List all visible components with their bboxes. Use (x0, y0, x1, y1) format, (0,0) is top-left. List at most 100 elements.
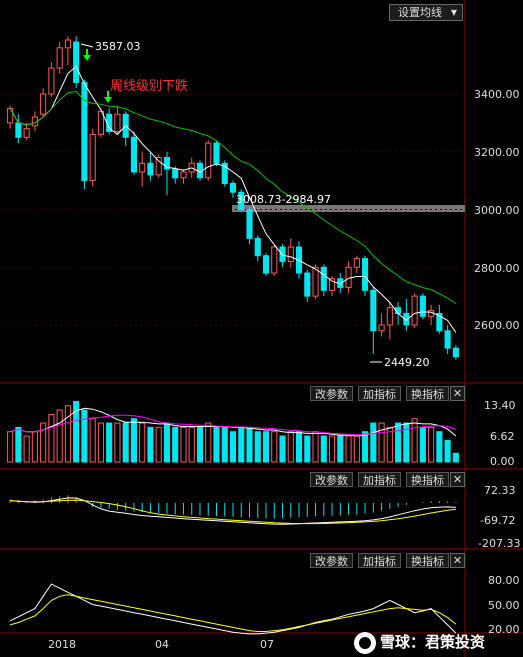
candle-body (213, 142, 220, 164)
volume-bar (386, 426, 393, 463)
candle-body (56, 47, 63, 69)
volume-bar (370, 422, 377, 463)
candle-body (139, 162, 146, 173)
volume-bar (31, 431, 38, 463)
candle-body (81, 81, 88, 182)
candle-body (419, 295, 426, 317)
add-indicator-button[interactable]: 加指标 (358, 553, 401, 568)
volume-bar (122, 422, 129, 463)
volume-bar (262, 431, 270, 463)
kdj-tick: 20.00 (488, 623, 520, 636)
volume-bar (320, 435, 327, 463)
candle-body (271, 246, 278, 274)
volume-bar (114, 422, 121, 463)
volume-bar (436, 431, 443, 463)
volume-bar (287, 431, 294, 463)
price-tick: 2800.00 (474, 262, 520, 275)
candle-body (114, 113, 121, 133)
kdj-k-line (9, 583, 457, 635)
volume-bar (428, 426, 435, 463)
kdj-pane (9, 583, 457, 635)
volume-bar (172, 426, 179, 463)
candle-body (254, 237, 261, 257)
volume-bar (147, 426, 154, 463)
candles (7, 36, 459, 360)
candle-body (221, 162, 228, 185)
candle-body (312, 266, 319, 297)
macd-pane (9, 495, 457, 525)
price-tick: 2600.00 (474, 319, 520, 332)
candle-body (386, 307, 393, 326)
volume-bar (48, 413, 55, 463)
switch-indicator-button[interactable]: 换指标 (406, 553, 449, 568)
volume-bar (196, 426, 204, 463)
volume-bar (295, 431, 303, 463)
candle-body (320, 266, 327, 291)
candle-body (163, 157, 171, 170)
close-icon[interactable]: ✕ (450, 472, 465, 487)
volume-bar (139, 422, 146, 463)
candle-body (15, 122, 22, 138)
x-tick: 2018 (48, 638, 76, 651)
volume-bar (221, 426, 228, 463)
volume-bar (155, 426, 162, 463)
params-button[interactable]: 改参数 (310, 386, 353, 401)
ma20-line (9, 90, 457, 304)
params-button[interactable]: 改参数 (310, 553, 353, 568)
volume-tick: 0.00 (490, 455, 515, 468)
candle-body (40, 93, 47, 115)
set-ma-button[interactable]: 设置均线 ▼ (389, 4, 463, 21)
volume-bar (229, 431, 237, 463)
candle-body (180, 171, 187, 179)
volume-bar (312, 431, 319, 463)
down-arrow-icon (104, 91, 112, 103)
volume-bar (23, 435, 30, 463)
candle-body (370, 289, 377, 332)
volume-bar (163, 422, 171, 463)
volume-bar (73, 400, 80, 463)
volume-bar (411, 418, 418, 463)
switch-indicator-button[interactable]: 换指标 (406, 472, 449, 487)
volume-bar (188, 426, 195, 463)
params-button[interactable]: 改参数 (310, 472, 353, 487)
volume-bar (271, 431, 278, 463)
candle-body (48, 67, 55, 95)
low-label: 2449.20 (384, 356, 430, 369)
add-indicator-button[interactable]: 加指标 (358, 472, 401, 487)
candle-body (172, 168, 179, 179)
kdj-tick: 80.00 (488, 574, 520, 587)
volume-bar (40, 422, 47, 463)
price-tick: 3400.00 (474, 88, 520, 101)
volume-tick: 13.40 (484, 399, 516, 412)
kdj-d-line (9, 594, 457, 632)
candle-body (452, 347, 459, 358)
add-indicator-button[interactable]: 加指标 (358, 386, 401, 401)
price-tick: 3000.00 (474, 204, 520, 217)
candle-body (246, 209, 253, 239)
down-arrow-icon (83, 49, 91, 61)
close-icon[interactable]: ✕ (450, 553, 465, 568)
volume-bar (89, 418, 96, 463)
candle-body (353, 258, 360, 268)
volume-bar (246, 426, 253, 463)
volume-bar (279, 435, 286, 463)
volume-bars (7, 400, 459, 463)
volume-bar (345, 435, 352, 463)
volume-bar (15, 426, 22, 463)
volume-bar (337, 435, 344, 463)
macd-dea-line (10, 499, 456, 525)
weekly-down-label: 周线级别下跌 (110, 78, 188, 94)
volume-bar (213, 426, 220, 463)
x-tick: 07 (260, 638, 274, 651)
candle-body (287, 246, 294, 262)
price-tick: 3200.00 (474, 146, 520, 159)
volume-bar (444, 439, 451, 463)
switch-indicator-button[interactable]: 换指标 (406, 386, 449, 401)
candle-body (147, 162, 154, 176)
candle-body (73, 41, 80, 83)
volume-bar (81, 409, 88, 463)
volume-bar (328, 435, 336, 463)
close-icon[interactable]: ✕ (450, 386, 465, 401)
snowball-logo-icon (354, 631, 376, 654)
